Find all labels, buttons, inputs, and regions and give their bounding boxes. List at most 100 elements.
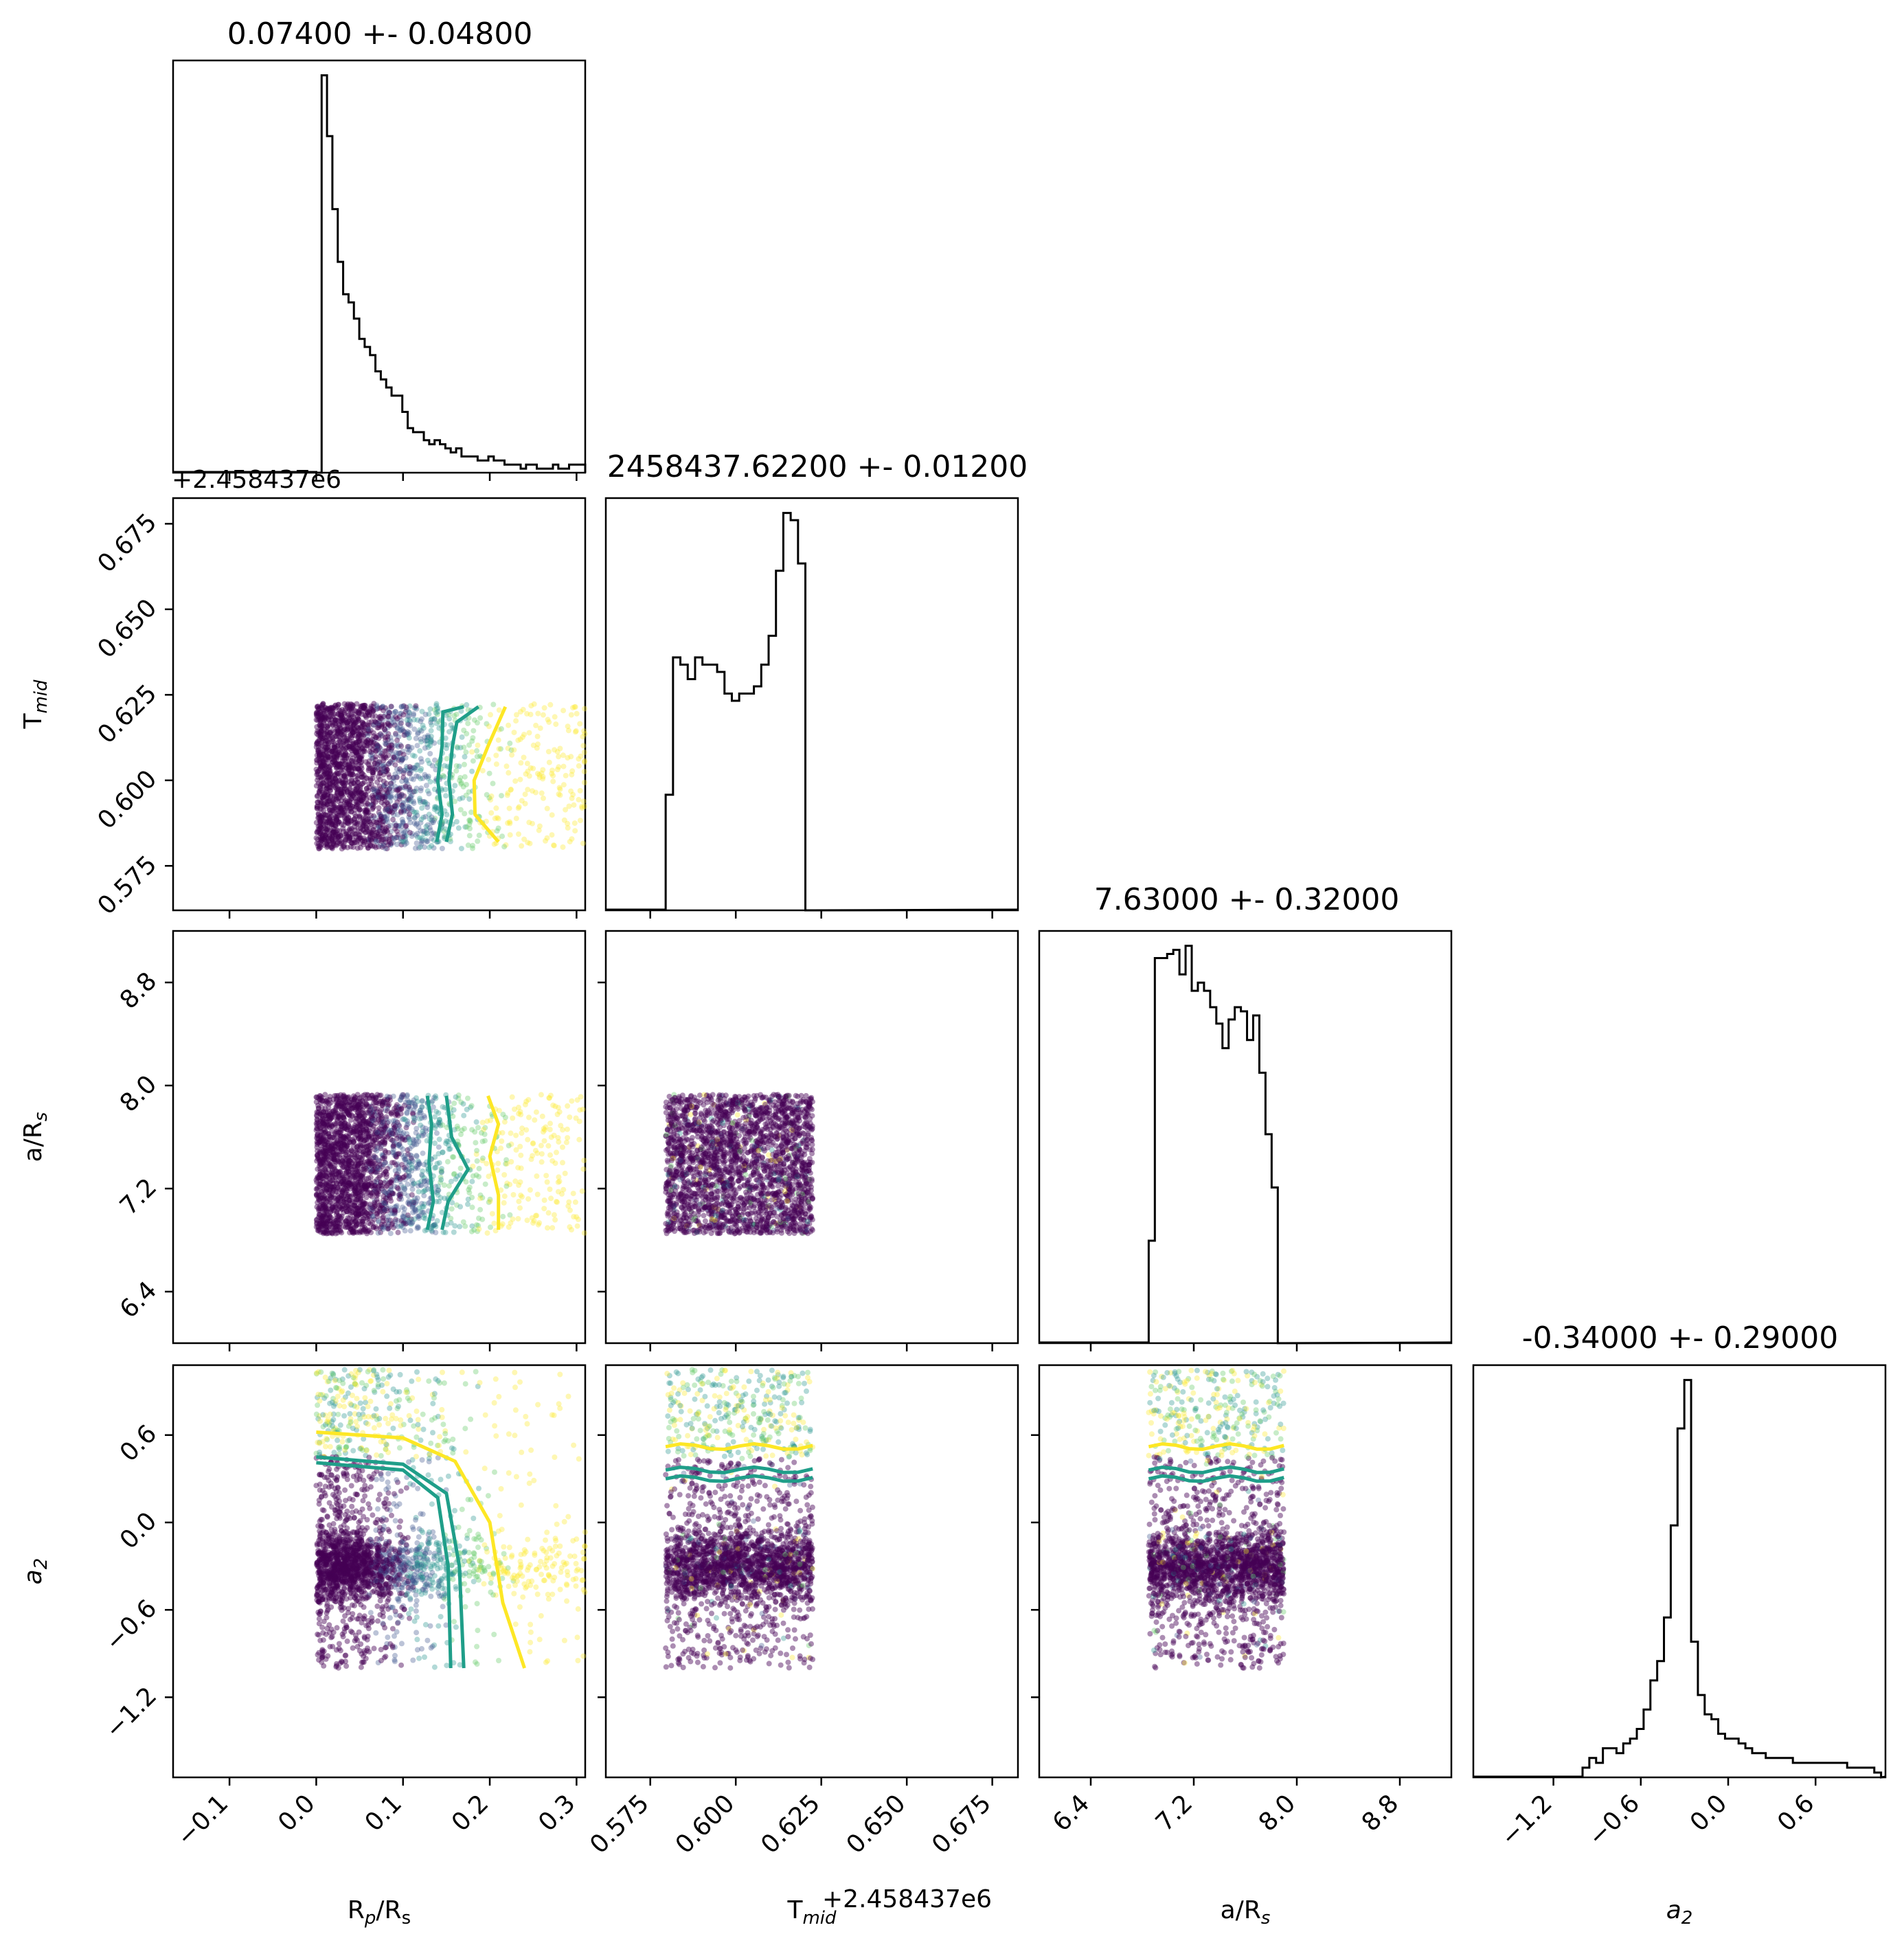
sample-point [391,835,397,841]
sample-point [315,774,321,780]
sample-point [335,827,341,833]
sample-point [505,790,511,796]
sample-point [392,1125,397,1131]
sample-point [326,1133,332,1139]
sample-point [414,820,420,827]
sample-point [343,1195,350,1202]
histogram-line [173,74,587,474]
sample-point [398,743,405,750]
sample-point [371,785,377,791]
sample-point [422,745,428,751]
sample-point [417,747,423,754]
sample-point [422,813,429,820]
sample-point [349,747,355,754]
sample-point [469,1195,475,1200]
sample-point [579,1188,585,1194]
sample-point [524,761,530,767]
sample-point [373,734,379,741]
sample-point [364,807,370,813]
sample-point [534,733,541,739]
sample-point [453,1176,459,1182]
sample-point [354,831,360,837]
sample-point [516,831,521,838]
sample-point [348,758,354,764]
sample-point [402,1228,408,1234]
sample-point [346,737,352,743]
sample-point [316,755,322,761]
sample-point [403,763,409,769]
sample-point [321,759,327,765]
sample-point [345,767,352,773]
sample-point [544,835,550,841]
sample-point [524,710,530,717]
sample-point [405,798,411,804]
sample-point [322,1166,328,1172]
sample-point [549,767,555,774]
sample-point [491,1220,497,1226]
sample-point [387,1230,394,1237]
sample-point [488,793,495,799]
sample-point [525,840,531,846]
sample-point [484,1118,490,1124]
sample-point [350,803,355,809]
sample-point [382,827,388,833]
histogram-line [606,512,1019,912]
sample-point [420,1150,426,1156]
sample-point [580,840,586,846]
sample-point [385,752,392,758]
sample-point [371,733,377,739]
histogram-ars [1038,930,1453,1345]
sample-point [315,757,321,763]
sample-point [331,754,337,760]
sample-point [376,794,383,800]
sample-point [315,704,321,710]
sample-point [477,715,484,721]
sample-point [318,802,324,809]
sample-point [338,710,344,717]
sample-point [463,1179,469,1185]
sample-point [333,1099,339,1105]
sample-point [357,807,363,813]
sample-point [315,793,321,799]
sample-point [560,1127,566,1133]
sample-point [496,707,502,713]
sample-point [352,831,359,837]
sample-point [378,813,384,820]
sample-point [317,1207,324,1213]
sample-point [387,745,392,751]
sample-point [385,785,391,791]
sample-point [523,771,529,777]
sample-point [418,767,424,774]
sample-point [490,780,496,787]
sample-point [436,1160,442,1166]
sample-point [317,758,323,764]
sample-point [350,745,356,752]
sample-point [359,759,365,765]
sample-point [368,821,374,827]
sample-point [319,1189,325,1195]
sample-point [342,738,348,744]
sample-point [525,1196,532,1202]
sample-point [409,1182,416,1188]
sample-point [343,1135,348,1141]
sample-point [330,749,337,755]
sample-point [345,798,350,805]
sample-point [405,743,411,750]
sample-point [452,1223,458,1229]
sample-point [317,730,323,735]
sample-point [506,1143,512,1149]
sample-point [342,726,348,732]
sample-point [447,838,453,844]
sample-point [374,743,381,748]
sample-point [406,710,412,716]
sample-point [420,1168,426,1174]
sample-point [389,1220,395,1226]
sample-point [351,780,357,787]
sample-point [389,756,396,763]
sample-point [366,719,372,726]
sample-point [350,703,356,709]
sample-point [572,828,578,834]
sample-point [317,798,323,804]
sample-point [407,747,413,753]
sample-point [483,818,489,824]
